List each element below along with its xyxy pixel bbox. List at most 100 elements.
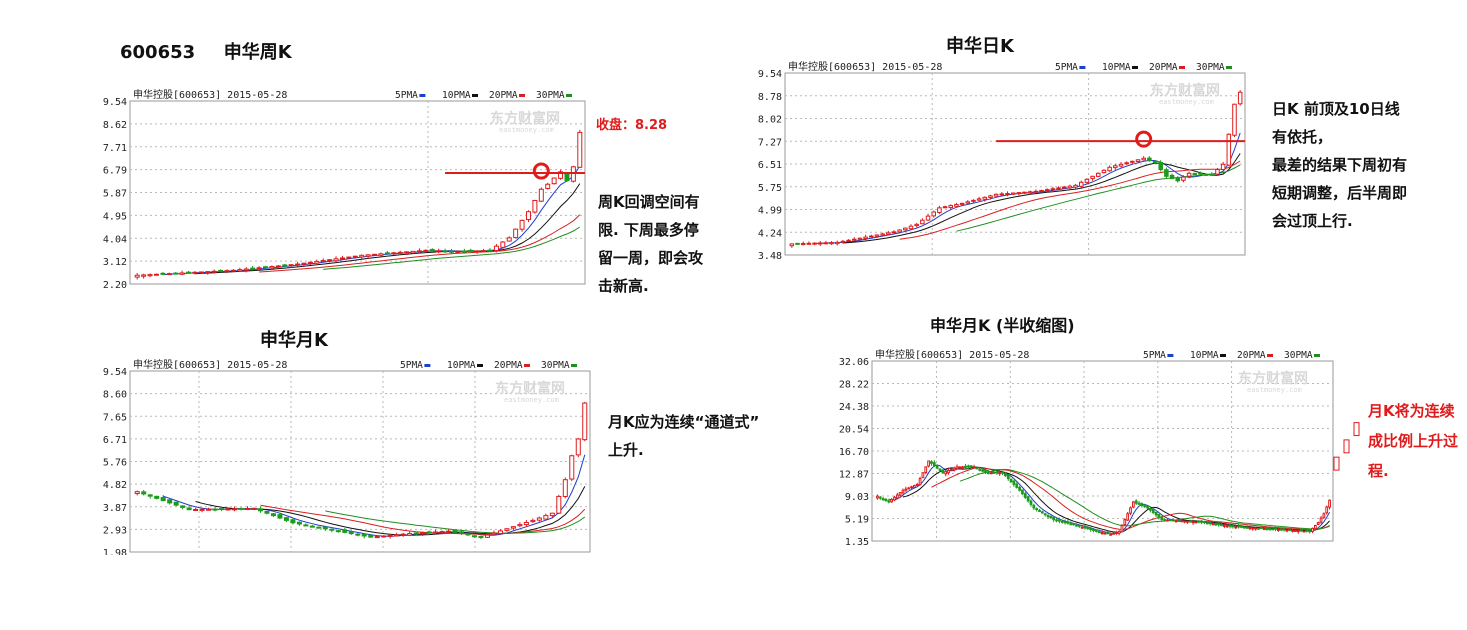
candle-body — [288, 264, 294, 267]
candle-body — [887, 500, 891, 503]
candle-body — [1050, 188, 1056, 191]
y-tick-label: 9.54 — [103, 367, 127, 378]
candle-body — [1124, 162, 1129, 165]
candle-body — [455, 251, 461, 254]
candle-body — [361, 533, 367, 537]
candle-body — [147, 494, 153, 497]
candle-body — [1029, 500, 1033, 505]
candle-body — [1186, 172, 1192, 177]
candle-body — [1084, 178, 1090, 183]
candle-body — [179, 272, 185, 275]
candle-body — [907, 487, 911, 490]
candle-body — [941, 469, 945, 474]
candle-body — [335, 530, 341, 533]
candle-body — [497, 530, 503, 535]
candle-body — [237, 269, 243, 272]
monthly-half-extension — [1330, 410, 1360, 500]
candle-body — [924, 466, 928, 473]
candle-body — [901, 489, 905, 494]
candle-body — [134, 491, 140, 494]
candle-body — [251, 507, 257, 510]
candle-body — [975, 467, 979, 470]
candle-body — [925, 215, 931, 221]
legend-swatch — [477, 364, 483, 367]
legend-swatch — [1079, 66, 1086, 69]
candle-body — [487, 249, 493, 252]
watermark: 东方财富网 — [495, 380, 565, 397]
candle-body — [270, 513, 276, 517]
candle-body — [1234, 526, 1238, 529]
y-tick-label: 4.82 — [103, 480, 127, 491]
candle-body — [536, 517, 542, 521]
watermark-sub: eastmoney.com — [1159, 98, 1214, 106]
candle-body — [397, 251, 403, 254]
candle-body — [1118, 163, 1124, 167]
candle-body — [1113, 165, 1118, 169]
candle-body — [219, 508, 225, 511]
candle-body — [918, 478, 922, 486]
y-tick-label: 2.20 — [103, 280, 127, 290]
monthly-half-note: 月K将为连续 成比例上升过 程. — [1368, 396, 1458, 486]
candle-body — [1248, 527, 1252, 530]
candle-body — [937, 207, 942, 214]
candle-body — [1163, 519, 1167, 522]
candle-body — [972, 466, 976, 469]
legend-swatch — [1167, 354, 1174, 357]
candle-body — [1152, 160, 1158, 164]
y-tick-label: 7.71 — [103, 143, 127, 154]
legend-swatch — [524, 364, 530, 367]
candle-body — [407, 533, 413, 536]
y-tick-label: 1.98 — [103, 548, 127, 555]
candle-body — [1016, 192, 1022, 195]
candle-body — [474, 250, 480, 253]
y-tick-label: 2.93 — [103, 525, 127, 536]
legend-label: 10PMA — [447, 360, 476, 371]
candle-body — [468, 249, 474, 252]
candle-body — [384, 252, 390, 255]
y-tick-label: 8.78 — [758, 92, 782, 103]
candle-body — [1035, 508, 1039, 511]
candle-body — [413, 532, 419, 535]
y-tick-label: 6.71 — [103, 435, 127, 446]
candle-body — [1194, 521, 1198, 524]
candle-body — [166, 273, 172, 276]
candle-body — [1140, 503, 1144, 507]
candle-body — [301, 262, 307, 265]
ma30-line — [959, 468, 1330, 530]
candle-body — [461, 250, 467, 253]
daily-note: 日K 前顶及10日线 有依托， 最差的结果下周初有 短期调整，后半周即 会过顶上… — [1272, 95, 1407, 235]
candle-body — [192, 271, 198, 274]
candle-body — [1001, 471, 1004, 474]
candle-body — [423, 249, 429, 252]
candle-body — [986, 472, 990, 475]
weekly-close-label: 收盘：8.28 — [596, 118, 668, 133]
candle-body — [1174, 519, 1178, 522]
candle-body — [959, 202, 965, 205]
candle-body — [296, 521, 302, 525]
candle-body — [1188, 520, 1192, 523]
candle-body — [898, 492, 902, 496]
candle-body — [193, 509, 199, 512]
y-tick-label: 8.60 — [103, 390, 127, 401]
legend-label: 5PMA — [400, 360, 423, 371]
weekly-note-line: 周K回调空间有 — [598, 193, 700, 211]
y-tick-label: 9.54 — [103, 97, 127, 108]
legend-swatch — [1132, 66, 1138, 69]
candle-body — [1225, 525, 1229, 528]
candle-body — [465, 533, 471, 536]
candle-body — [932, 462, 936, 467]
daily-note-line: 会过顶上行. — [1272, 212, 1353, 230]
candle-body — [1158, 161, 1163, 171]
candle-body — [1277, 528, 1280, 531]
candle-body — [355, 533, 361, 536]
legend-label: 10PMA — [1190, 350, 1219, 361]
y-tick-label: 3.48 — [758, 251, 782, 260]
y-tick-label: 6.79 — [103, 166, 127, 177]
extension-candle — [1353, 422, 1360, 437]
candle-body — [530, 519, 536, 523]
candle-body — [1073, 184, 1078, 188]
candle-body — [314, 260, 320, 264]
candle-body — [915, 483, 919, 486]
candle-body — [789, 243, 795, 247]
candle-body — [942, 206, 948, 209]
